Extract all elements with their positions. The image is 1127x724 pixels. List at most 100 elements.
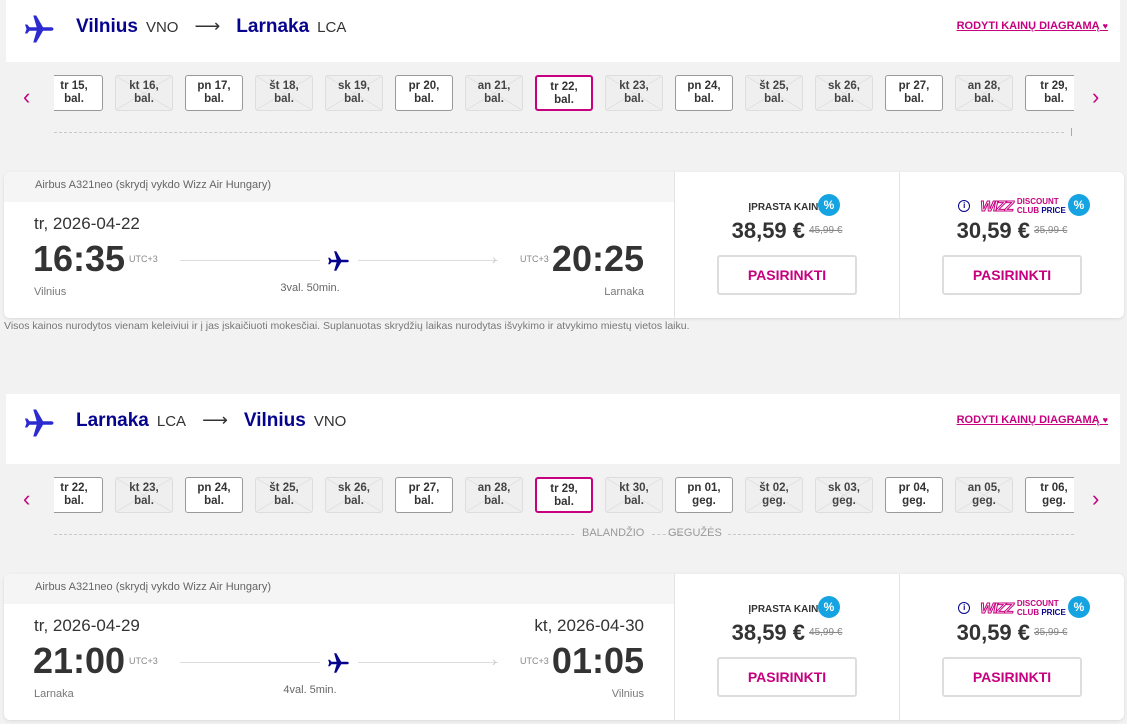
arrival-time: 20:25: [551, 238, 644, 279]
regular-price-old: 45,99 €: [809, 627, 843, 638]
club-price-option: i WIZZ DISCOUNT CLUB PRICE % 30,59 €35,99 €…: [899, 574, 1124, 720]
date-option[interactable]: tr 22, bal.: [54, 477, 103, 513]
date-option[interactable]: pr 27, bal.: [395, 477, 453, 513]
date-option: sk 03, geg.: [815, 477, 873, 513]
date-option[interactable]: pn 17, bal.: [185, 75, 243, 111]
date-day: pr 27,: [408, 482, 440, 494]
club-line2b: PRICE: [1041, 608, 1066, 617]
departure-timezone: UTC+3: [129, 254, 158, 264]
date-option: an 28, bal.: [465, 477, 523, 513]
date-day: pn 17,: [197, 80, 231, 92]
date-day: tr 22,: [550, 81, 578, 93]
date-day: pr 04,: [898, 482, 930, 494]
date-option[interactable]: pn 24, bal.: [675, 75, 733, 111]
arrival-city: Vilnius: [611, 688, 644, 700]
date-month: bal.: [414, 495, 434, 507]
date-month: bal.: [344, 495, 364, 507]
info-icon[interactable]: i: [958, 200, 971, 212]
regular-price-label: ĮPRASTA KAINA: [748, 604, 826, 615]
regular-price-old: 45,99 €: [809, 225, 843, 236]
departure-date: tr, 2026-04-22: [34, 214, 140, 233]
date-option[interactable]: pn 01, geg.: [675, 477, 733, 513]
date-day: pr 27,: [898, 80, 930, 92]
date-option: št 25, bal.: [745, 75, 803, 111]
date-day: an 28,: [477, 482, 511, 494]
date-month: bal.: [64, 495, 84, 507]
flight-leg-section: Vilnius VNO ⟶ Larnaka LCA RODYTI KAINŲ D…: [0, 0, 1127, 330]
flight-card: Airbus A321neo (skrydį vykdo Wizz Air Hu…: [4, 172, 1124, 318]
date-list: tr 22, bal. kt 23, bal. pn 24, bal. št 25, bal.…: [54, 476, 1074, 516]
discount-club-text: DISCOUNT CLUB PRICE: [1017, 599, 1066, 617]
date-month: bal.: [904, 93, 924, 105]
date-option[interactable]: tr 29, bal.: [1025, 75, 1074, 111]
route-arrow-icon: ›: [492, 653, 497, 669]
date-month: bal.: [764, 93, 784, 105]
route-line: [180, 260, 320, 261]
regular-price-value: 38,59 €: [731, 218, 806, 243]
route-header: Vilnius VNO ⟶ Larnaka LCA RODYTI KAINŲ D…: [6, 0, 1120, 62]
date-option: an 05, geg.: [955, 477, 1013, 513]
flight-duration: 4val. 5min.: [283, 684, 337, 696]
regular-price-option: ĮPRASTA KAINA % 38,59 €45,99 € PASIRINKT…: [674, 574, 899, 720]
month-end-tick: [1071, 128, 1072, 136]
aircraft-info: Airbus A321neo (skrydį vykdo Wizz Air Hu…: [4, 172, 674, 202]
destination-code: VNO: [313, 413, 347, 430]
date-option[interactable]: tr 29, bal.: [535, 477, 593, 513]
date-month: bal.: [414, 93, 434, 105]
flight-card: Airbus A321neo (skrydį vykdo Wizz Air Hu…: [4, 574, 1124, 720]
prev-dates-chevron-icon[interactable]: ‹: [23, 84, 31, 109]
club-line1: DISCOUNT: [1016, 197, 1059, 206]
regular-price-option: ĮPRASTA KAINA % 38,59 €45,99 € PASIRINKT…: [674, 172, 899, 318]
departure-city: Larnaka: [34, 688, 74, 700]
discount-club-text: DISCOUNT CLUB PRICE: [1017, 197, 1066, 215]
date-option[interactable]: tr 15, bal.: [54, 75, 103, 111]
date-option[interactable]: pn 24, bal.: [185, 477, 243, 513]
date-option[interactable]: tr 22, bal.: [535, 75, 593, 111]
show-price-chart-link[interactable]: RODYTI KAINŲ DIAGRAMĄ ♥: [957, 20, 1108, 32]
select-club-button[interactable]: PASIRINKTI: [942, 657, 1082, 697]
select-regular-button[interactable]: PASIRINKTI: [717, 657, 857, 697]
select-club-button[interactable]: PASIRINKTI: [942, 255, 1082, 295]
date-option[interactable]: pr 20, bal.: [395, 75, 453, 111]
regular-price: 38,59 €45,99 €: [675, 620, 899, 646]
date-month: bal.: [554, 94, 574, 106]
date-day: št 25,: [269, 482, 299, 494]
date-day: sk 19,: [338, 80, 370, 92]
next-dates-chevron-icon[interactable]: ›: [1092, 84, 1100, 109]
date-option: št 18, bal.: [255, 75, 313, 111]
club-price: 30,59 €35,99 €: [900, 620, 1124, 646]
date-option: kt 23, bal.: [605, 75, 663, 111]
arrival-timezone: UTC+3: [520, 656, 549, 666]
date-month: bal.: [484, 495, 504, 507]
date-month: bal.: [274, 93, 294, 105]
date-month: geg.: [832, 495, 856, 507]
date-option[interactable]: pr 04, geg.: [885, 477, 943, 513]
date-option: an 21, bal.: [465, 75, 523, 111]
show-price-chart-link[interactable]: RODYTI KAINŲ DIAGRAMĄ ♥: [957, 414, 1108, 426]
date-month: bal.: [134, 495, 154, 507]
aircraft-info: Airbus A321neo (skrydį vykdo Wizz Air Hu…: [4, 574, 674, 604]
departure-timezone: UTC+3: [129, 656, 158, 666]
select-regular-button[interactable]: PASIRINKTI: [717, 255, 857, 295]
date-month: geg.: [972, 495, 996, 507]
arrival-timezone: UTC+3: [520, 254, 549, 264]
date-month: bal.: [554, 496, 574, 508]
club-line2b: PRICE: [1041, 206, 1066, 215]
next-dates-chevron-icon[interactable]: ›: [1092, 486, 1100, 511]
date-month: bal.: [624, 495, 644, 507]
origin-code: LCA: [156, 413, 187, 430]
show-price-chart-label: RODYTI KAINŲ DIAGRAMĄ: [956, 414, 1100, 426]
origin-code: VNO: [145, 19, 179, 36]
date-option[interactable]: tr 06, geg.: [1025, 477, 1074, 513]
origin-city: Larnaka: [76, 410, 149, 431]
prev-dates-chevron-icon[interactable]: ‹: [23, 486, 31, 511]
date-day: sk 26,: [828, 80, 860, 92]
date-month: bal.: [484, 93, 504, 105]
month-divider: BALANDŽIO GEGUŽĖS: [54, 526, 1074, 542]
info-icon[interactable]: i: [958, 602, 971, 614]
date-day: sk 03,: [828, 482, 860, 494]
club-price-old: 35,99 €: [1034, 627, 1068, 638]
date-option[interactable]: pr 27, bal.: [885, 75, 943, 111]
date-day: tr 22,: [60, 482, 88, 494]
date-month: bal.: [344, 93, 364, 105]
